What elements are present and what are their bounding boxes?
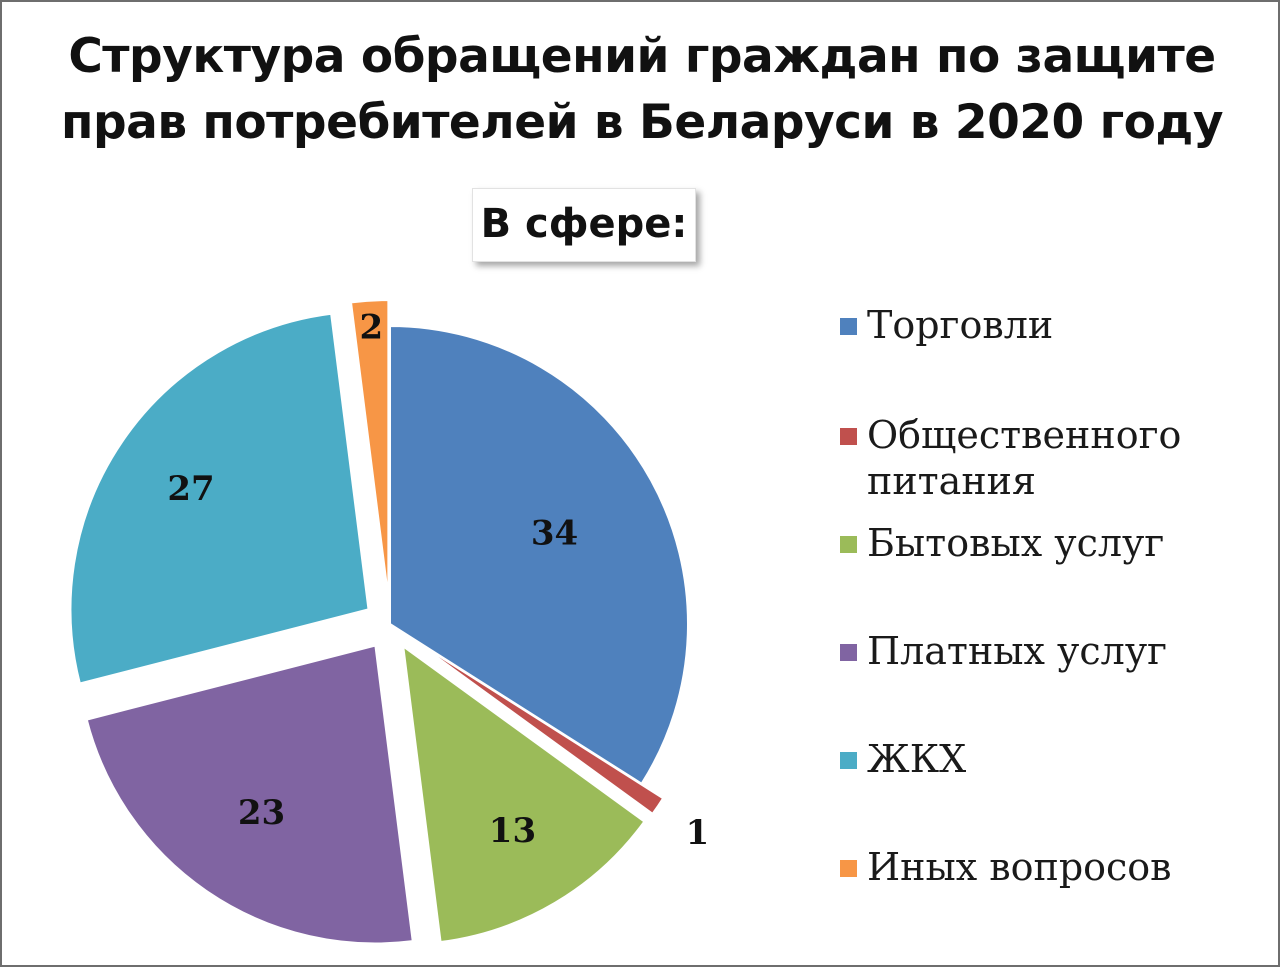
- chart-title: Структура обращений граждан по защите пр…: [2, 24, 1278, 156]
- chart-title-line-2: прав потребителей в Беларуси в 2020 году: [60, 95, 1224, 150]
- legend-label-other-issues: Иных вопросов: [867, 845, 1172, 889]
- pie-label-catering: 1: [686, 813, 710, 853]
- legend-item-other-issues: Иных вопросов: [840, 844, 1172, 890]
- legend-label-catering: Общественного питания: [867, 413, 1182, 503]
- pie-label-housing-utilities: 27: [167, 469, 214, 509]
- legend-label-housing-utilities: ЖКХ: [867, 737, 967, 781]
- pie-label-paid-services: 23: [238, 793, 285, 833]
- chart-subtitle: В сфере:: [472, 188, 696, 262]
- chart-title-line-1: Структура обращений граждан по защите: [68, 29, 1216, 84]
- pie-slice-other-issues: [349, 299, 390, 599]
- legend-item-catering: Общественного питания: [840, 412, 1181, 504]
- legend-swatch-paid-services: [840, 644, 857, 661]
- legend-label-household-services: Бытовых услуг: [867, 521, 1165, 565]
- legend-swatch-catering: [840, 428, 857, 445]
- legend-swatch-housing-utilities: [840, 752, 857, 769]
- legend-swatch-other-issues: [840, 860, 857, 877]
- legend-label-trade: Торговли: [867, 303, 1054, 347]
- pie-slice-housing-utilities: [69, 312, 370, 685]
- legend-item-housing-utilities: ЖКХ: [840, 736, 966, 782]
- legend-item-household-services: Бытовых услуг: [840, 520, 1164, 566]
- pie-slice-paid-services: [85, 644, 414, 945]
- pie-label-trade: 34: [531, 514, 578, 554]
- legend-swatch-trade: [840, 318, 857, 335]
- pie-slice-household-services: [401, 644, 646, 944]
- pie-slice-catering: [410, 637, 665, 816]
- legend-item-paid-services: Платных услуг: [840, 628, 1167, 674]
- legend-item-trade: Торговли: [840, 302, 1053, 348]
- legend-label-paid-services: Платных услуг: [867, 629, 1168, 673]
- legend-swatch-household-services: [840, 536, 857, 553]
- pie-slice-trade: [389, 324, 689, 786]
- pie-label-other-issues: 2: [360, 307, 384, 347]
- pie-label-household-services: 13: [489, 811, 536, 851]
